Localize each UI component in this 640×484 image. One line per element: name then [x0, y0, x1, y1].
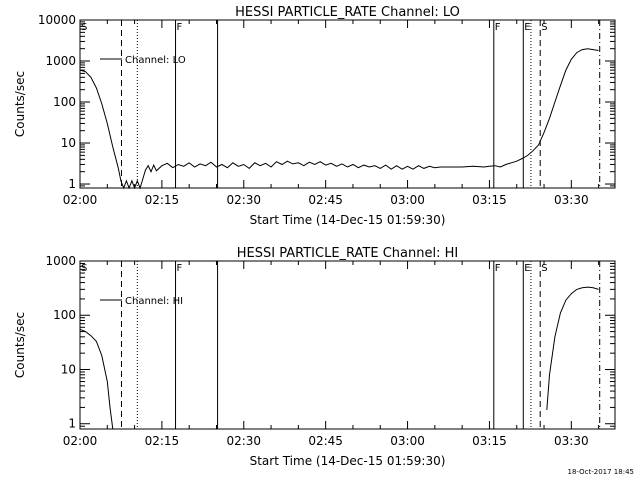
x-tick-label: 02:30: [226, 434, 261, 448]
event-marker-label: F: [495, 22, 501, 33]
series-line: [546, 286, 599, 410]
x-tick-label: 03:30: [554, 193, 589, 207]
chart-panel-2: HESSI PARTICLE_RATE Channel: HI Start Tim…: [13, 246, 616, 468]
x-tick-label: 02:15: [145, 434, 180, 448]
event-marker-label: F: [495, 263, 501, 274]
event-marker-label: E: [524, 22, 530, 33]
y-tick-label: 10: [61, 362, 76, 376]
x-axis-title: Start Time (14-Dec-15 01:59:30): [250, 213, 446, 227]
event-marker-label: E: [524, 263, 530, 274]
legend-label: Channel: HI: [125, 296, 183, 307]
x-tick-label: 03:00: [390, 193, 425, 207]
x-tick-label: 02:15: [145, 193, 180, 207]
plot-timestamp: 18-Oct-2017 18:45: [568, 468, 634, 476]
x-tick-label: 02:00: [63, 193, 98, 207]
y-tick-label: 1000: [45, 54, 76, 68]
plot-frame: [79, 19, 616, 189]
y-tick-label: 100: [53, 95, 76, 109]
event-marker-label: S: [81, 263, 87, 274]
x-tick-label: 02:00: [63, 434, 98, 448]
y-axis-title: Counts/sec: [13, 71, 27, 137]
y-tick-label: 10000: [38, 13, 76, 27]
x-tick-label: 03:00: [390, 434, 425, 448]
chart-panel-1: HESSI PARTICLE_RATE Channel: LO Start Tim…: [13, 5, 616, 227]
y-tick-label: 10: [61, 136, 76, 150]
event-marker-label: S: [541, 22, 547, 33]
legend-label: Channel: LO: [125, 55, 186, 66]
y-tick-label: 1: [68, 417, 76, 431]
x-tick-label: 03:15: [472, 193, 507, 207]
series-line: [79, 328, 114, 430]
event-marker-label: S: [81, 22, 87, 33]
x-tick-label: 03:30: [554, 434, 589, 448]
y-tick-label: 1: [68, 177, 76, 191]
x-tick-label: 02:45: [308, 193, 343, 207]
series-line: [79, 48, 599, 190]
x-tick-label: 03:15: [472, 434, 507, 448]
x-tick-label: 02:30: [226, 193, 261, 207]
y-tick-label: 1000: [45, 254, 76, 268]
plot-frame: [79, 260, 616, 430]
chart-title: HESSI PARTICLE_RATE Channel: LO: [235, 5, 460, 20]
x-tick-label: 02:45: [308, 434, 343, 448]
event-marker-label: S: [541, 263, 547, 274]
y-axis-title: Counts/sec: [13, 312, 27, 378]
event-marker-label: F: [177, 22, 183, 33]
chart-title: HESSI PARTICLE_RATE Channel: HI: [237, 246, 458, 261]
y-tick-label: 100: [53, 308, 76, 322]
x-axis-title: Start Time (14-Dec-15 01:59:30): [250, 454, 446, 468]
event-marker-label: F: [177, 263, 183, 274]
